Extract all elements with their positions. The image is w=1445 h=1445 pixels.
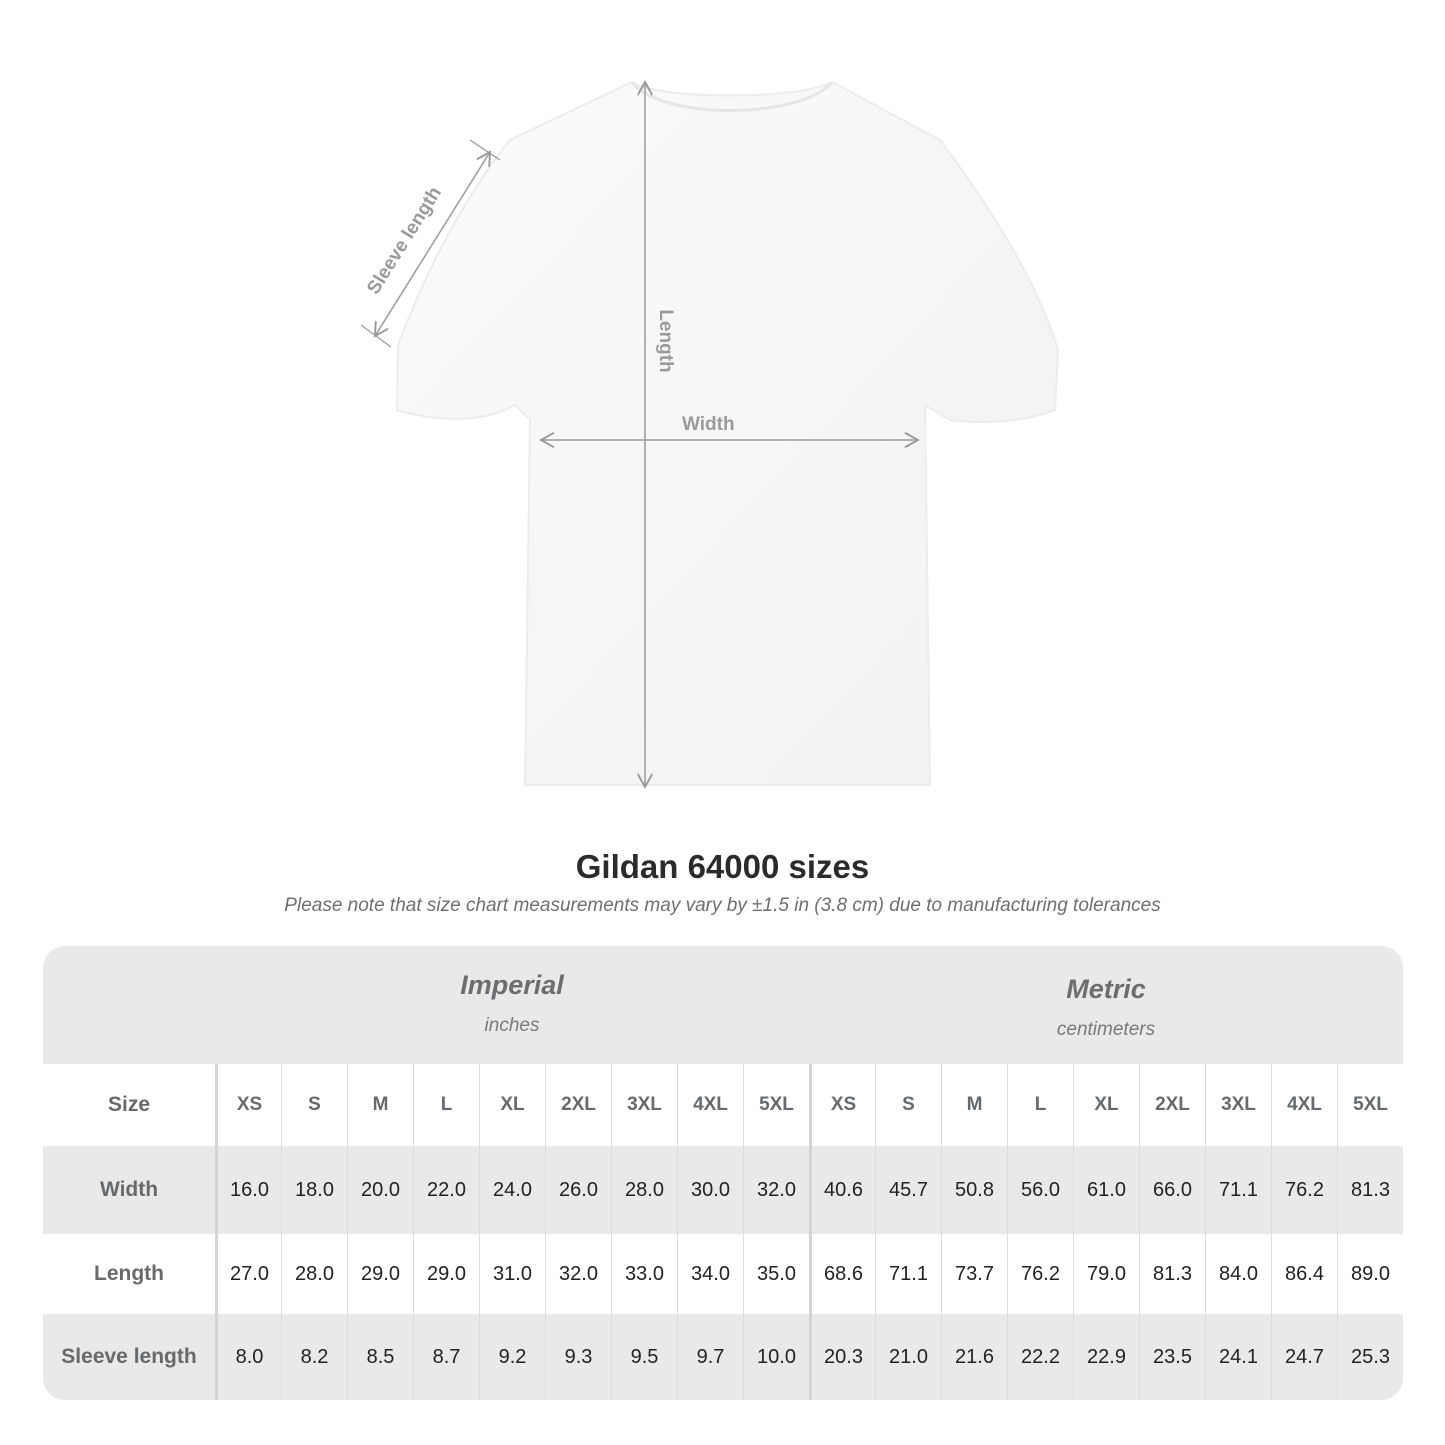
size-header-cell: L [1007,1064,1073,1146]
table-cell: 73.7 [941,1234,1007,1314]
table-cell: 45.7 [875,1146,941,1234]
row-label: Sleeve length [61,1345,197,1368]
table-cell: 22.0 [413,1146,479,1234]
table-cell: 61.0 [1073,1146,1139,1234]
table-cell: 21.6 [941,1314,1007,1400]
table-cell: 50.8 [941,1146,1007,1234]
imperial-header: Imperial inches [215,946,809,1088]
table-cell: 71.1 [875,1234,941,1314]
metric-header: Metric centimeters [809,946,1403,1092]
table-cell: 29.0 [413,1234,479,1314]
size-header-cell: XS [809,1064,875,1146]
page-title: Gildan 64000 sizes [575,848,870,885]
table-cell: 26.0 [545,1146,611,1234]
table-cell: 35.0 [743,1234,809,1314]
metric-title: Metric [1066,974,1146,1004]
table-cell: 28.0 [281,1234,347,1314]
size-header-cell: S [875,1064,941,1146]
table-cell: 9.2 [479,1314,545,1400]
tshirt-diagram [360,0,1060,830]
size-header-cell: XL [1073,1064,1139,1146]
table-cell: 9.3 [545,1314,611,1400]
size-header-cell: 4XL [677,1064,743,1146]
size-header-cell: 5XL [743,1064,809,1146]
table-cell: 20.0 [347,1146,413,1234]
table-cell: 32.0 [743,1146,809,1234]
size-header-cell: M [941,1064,1007,1146]
table-cell: 28.0 [611,1146,677,1234]
table-cell: 24.7 [1271,1314,1337,1400]
size-header-cell: M [347,1064,413,1146]
table-cell: 31.0 [479,1234,545,1314]
size-header-cell: 5XL [1337,1064,1403,1146]
table-cell: 33.0 [611,1234,677,1314]
table-cell: 40.6 [809,1146,875,1234]
table-cell: 71.1 [1205,1146,1271,1234]
table-cell: 24.1 [1205,1314,1271,1400]
size-header-cell: 3XL [611,1064,677,1146]
size-header-cell: 2XL [545,1064,611,1146]
table-cell: 8.0 [215,1314,281,1400]
table-cell: 8.2 [281,1314,347,1400]
table-cell: 56.0 [1007,1146,1073,1234]
imperial-title: Imperial [460,970,564,1000]
sleeve-arrow [375,152,490,336]
size-row: Size XS S M L XL 2XL 3XL 4XL 5XL XS S M L XL 2XL 3XL 4XL 5… [43,1064,1403,1146]
table-cell: 10.0 [743,1314,809,1400]
table-cell: 9.7 [677,1314,743,1400]
size-header-cell: XL [479,1064,545,1146]
size-header-label: Size [107,1093,151,1116]
table-cell: 79.0 [1073,1234,1139,1314]
table-cell: 30.0 [677,1146,743,1234]
table-cell: 68.6 [809,1234,875,1314]
row-label: Length [94,1262,164,1285]
table-cell: 18.0 [281,1146,347,1234]
width-label: Width [682,414,735,435]
row-label: Width [99,1178,159,1201]
table-cell: 34.0 [677,1234,743,1314]
length-row: Length 27.0 28.0 29.0 29.0 31.0 32.0 33.0 34.0 35… [43,1234,1403,1314]
table-cell: 8.5 [347,1314,413,1400]
table-cell: 66.0 [1139,1146,1205,1234]
sleeve-length-row: Sleeve length 8.0 8.2 8.5 8.7 9.2 9.3 9.5 9.7 10.… [43,1314,1403,1400]
table-cell: 76.2 [1007,1234,1073,1314]
table-cell: 22.9 [1073,1314,1139,1400]
imperial-unit: inches [484,1015,540,1036]
table-cell: 8.7 [413,1314,479,1400]
size-header-cell: 4XL [1271,1064,1337,1146]
length-label: Length [655,309,676,373]
tolerance-note: Please note that size chart measurements… [284,895,1161,916]
size-header-cell: XS [215,1064,281,1146]
table-cell: 25.3 [1337,1314,1403,1400]
size-header-cell: 2XL [1139,1064,1205,1146]
table-cell: 16.0 [215,1146,281,1234]
table-cell: 86.4 [1271,1234,1337,1314]
table-cell: 24.0 [479,1146,545,1234]
size-table: Imperial inches Metric centimeters Size X… [43,946,1403,1400]
table-cell: 81.3 [1139,1234,1205,1314]
size-header-cell: 3XL [1205,1064,1271,1146]
table-cell: 21.0 [875,1314,941,1400]
table-cell: 20.3 [809,1314,875,1400]
size-header-cell: L [413,1064,479,1146]
metric-unit: centimeters [1056,1019,1156,1040]
table-cell: 29.0 [347,1234,413,1314]
table-cell: 81.3 [1337,1146,1403,1234]
table-cell: 76.2 [1271,1146,1337,1234]
table-cell: 89.0 [1337,1234,1403,1314]
table-cell: 32.0 [545,1234,611,1314]
table-cell: 23.5 [1139,1314,1205,1400]
table-cell: 84.0 [1205,1234,1271,1314]
size-header-cell: S [281,1064,347,1146]
width-row: Width 16.0 18.0 20.0 22.0 24.0 26.0 28.0 30.0 32.… [43,1146,1403,1234]
table-cell: 9.5 [611,1314,677,1400]
table-cell: 22.2 [1007,1314,1073,1400]
table-cell: 27.0 [215,1234,281,1314]
